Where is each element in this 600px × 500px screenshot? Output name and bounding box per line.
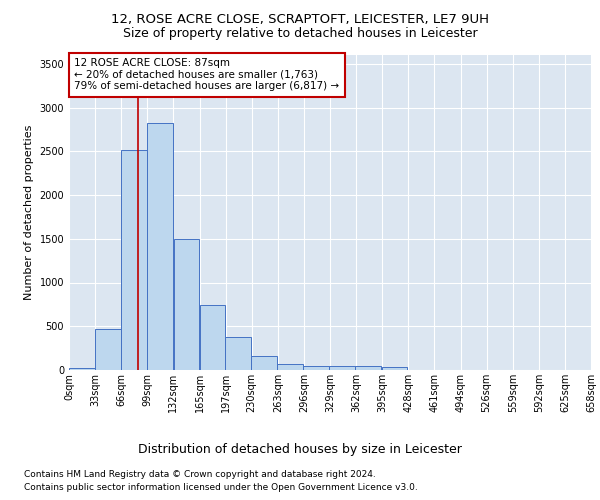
Bar xyxy=(69,368,95,370)
Text: Contains public sector information licensed under the Open Government Licence v3: Contains public sector information licen… xyxy=(24,482,418,492)
Bar xyxy=(277,364,303,370)
Bar xyxy=(200,305,226,370)
Bar xyxy=(251,356,277,370)
Bar xyxy=(329,366,355,370)
Bar xyxy=(303,366,329,370)
Bar xyxy=(173,239,199,370)
Text: 12, ROSE ACRE CLOSE, SCRAPTOFT, LEICESTER, LE7 9UH: 12, ROSE ACRE CLOSE, SCRAPTOFT, LEICESTE… xyxy=(111,12,489,26)
Bar xyxy=(148,123,173,370)
Y-axis label: Number of detached properties: Number of detached properties xyxy=(24,125,34,300)
Bar xyxy=(225,337,251,370)
Bar xyxy=(355,366,381,370)
Bar xyxy=(95,329,121,370)
Text: Size of property relative to detached houses in Leicester: Size of property relative to detached ho… xyxy=(122,28,478,40)
Text: Distribution of detached houses by size in Leicester: Distribution of detached houses by size … xyxy=(138,442,462,456)
Bar xyxy=(382,368,407,370)
Text: 12 ROSE ACRE CLOSE: 87sqm
← 20% of detached houses are smaller (1,763)
79% of se: 12 ROSE ACRE CLOSE: 87sqm ← 20% of detac… xyxy=(74,58,340,92)
Bar xyxy=(121,150,147,370)
Text: Contains HM Land Registry data © Crown copyright and database right 2024.: Contains HM Land Registry data © Crown c… xyxy=(24,470,376,479)
